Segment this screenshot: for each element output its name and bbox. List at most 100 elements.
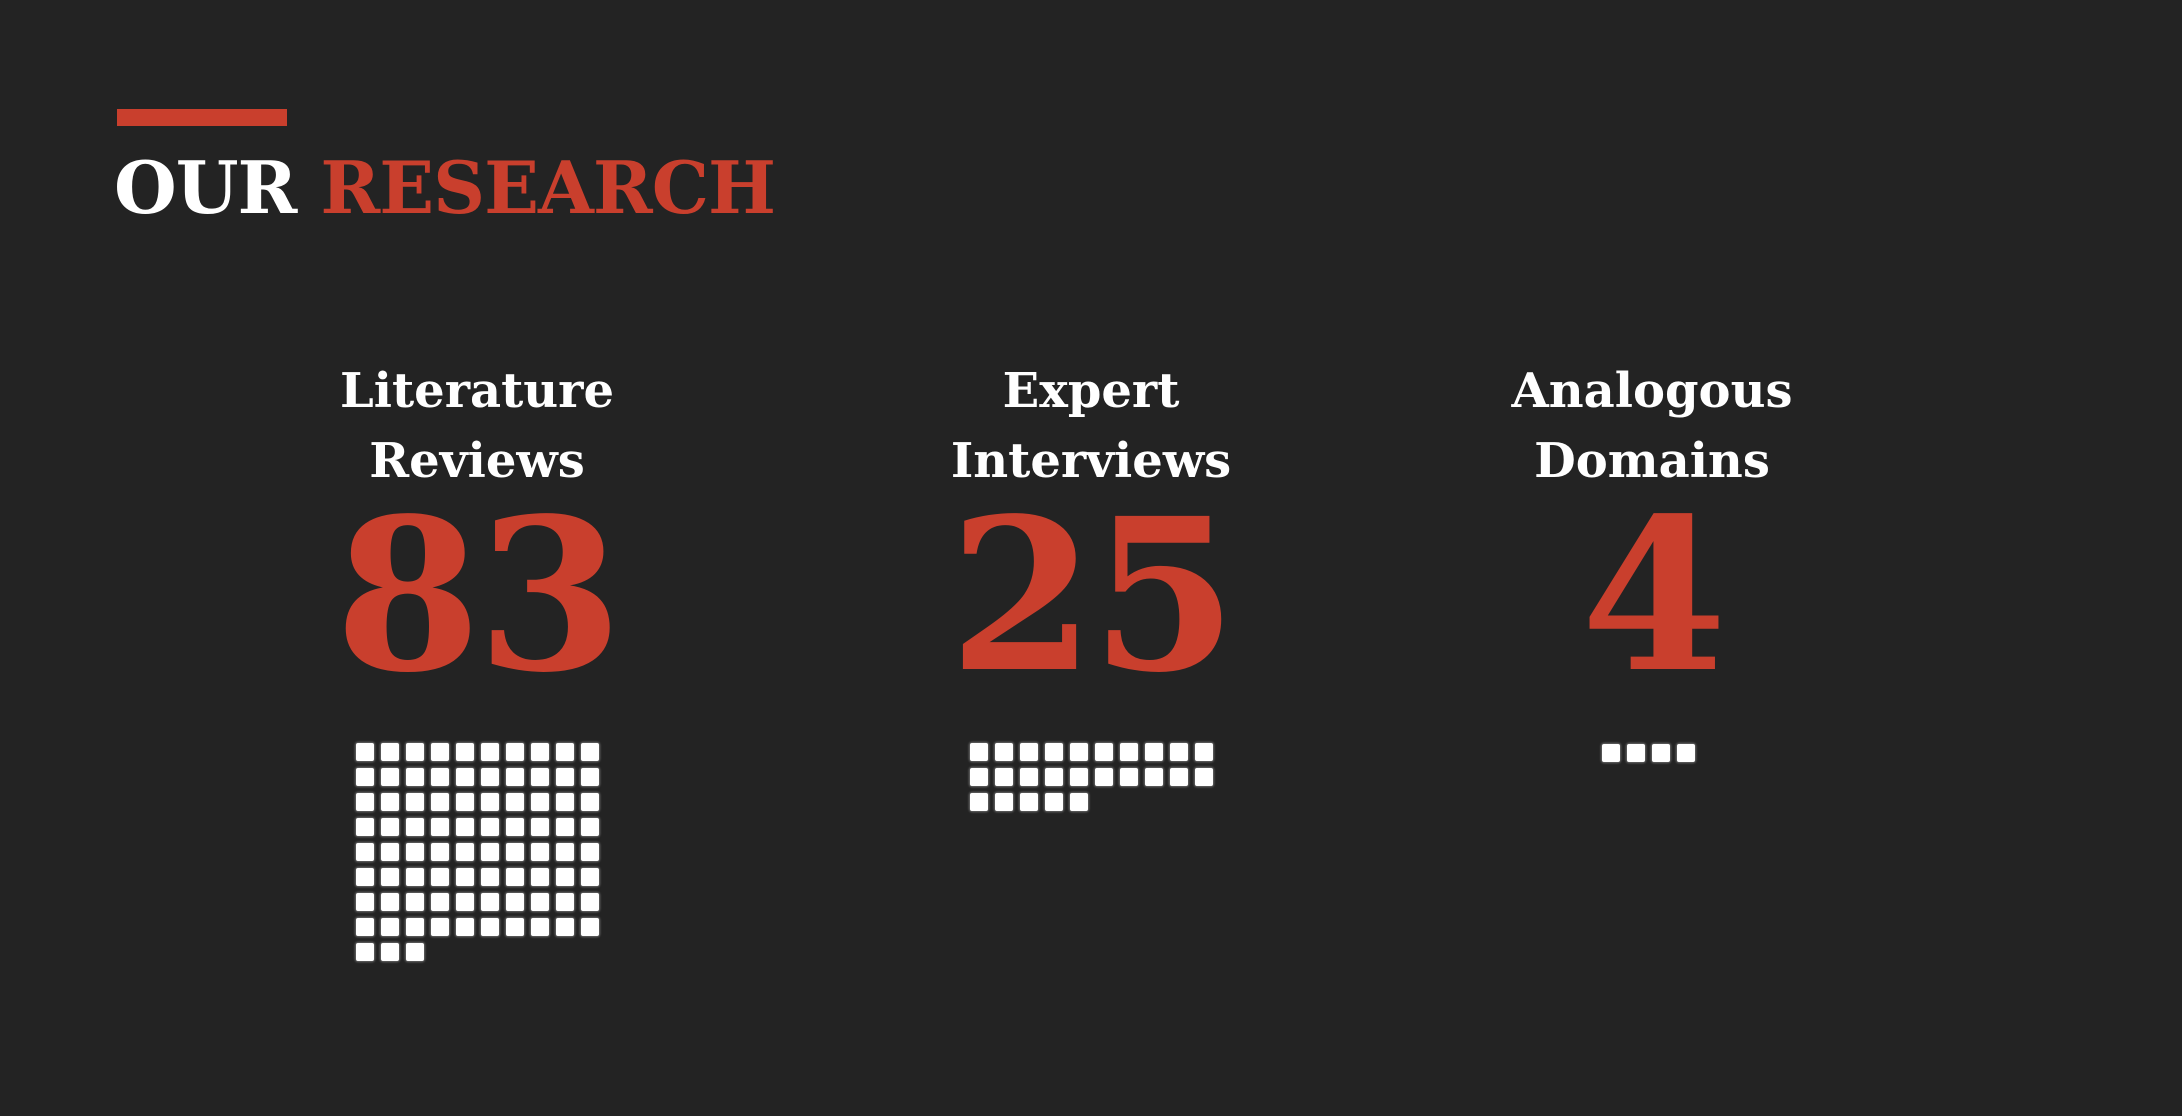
- stat-label-line-1: Expert: [1002, 363, 1180, 419]
- unit-square: [355, 843, 374, 861]
- unit-square: [405, 868, 424, 886]
- unit-square: [430, 918, 449, 936]
- unit-square: [530, 843, 549, 861]
- unit-square: [405, 768, 424, 786]
- unit-square: [405, 893, 424, 911]
- unit-square: [994, 743, 1013, 761]
- unit-square: [555, 893, 574, 911]
- unit-square: [505, 893, 524, 911]
- unit-square: [1144, 768, 1163, 786]
- unit-square: [530, 918, 549, 936]
- unit-square: [555, 768, 574, 786]
- page-title: OUR RESEARCH: [114, 140, 776, 236]
- unit-square: [505, 768, 524, 786]
- unit-square: [555, 843, 574, 861]
- unit-square: [1194, 768, 1213, 786]
- unit-square: [1019, 768, 1038, 786]
- unit-square: [455, 918, 474, 936]
- unit-square: [405, 943, 424, 961]
- unit-square: [1677, 744, 1695, 762]
- unit-grid: [1602, 744, 1702, 762]
- unit-square: [555, 868, 574, 886]
- stat-value: 25: [948, 472, 1237, 719]
- unit-square: [1144, 743, 1163, 761]
- unit-square: [580, 868, 599, 886]
- unit-square: [530, 768, 549, 786]
- unit-square: [455, 843, 474, 861]
- unit-square: [455, 793, 474, 811]
- unit-square: [580, 918, 599, 936]
- unit-square: [1044, 743, 1063, 761]
- unit-square: [430, 843, 449, 861]
- unit-square: [530, 868, 549, 886]
- unit-square: [505, 818, 524, 836]
- unit-square: [380, 743, 399, 761]
- unit-square: [430, 818, 449, 836]
- unit-square: [405, 818, 424, 836]
- unit-square: [430, 743, 449, 761]
- unit-square: [355, 868, 374, 886]
- unit-square: [555, 918, 574, 936]
- unit-square: [555, 818, 574, 836]
- unit-square: [355, 918, 374, 936]
- stat-label-line-1: Literature: [340, 363, 614, 419]
- unit-square: [1069, 743, 1088, 761]
- unit-square: [355, 893, 374, 911]
- unit-square: [430, 868, 449, 886]
- unit-square: [355, 768, 374, 786]
- unit-square: [1169, 743, 1188, 761]
- title-accent-bar: [117, 109, 287, 126]
- unit-square: [530, 818, 549, 836]
- unit-square: [1094, 768, 1113, 786]
- stat-expert-interviews: Expert Interviews 25: [871, 356, 1311, 811]
- unit-square: [380, 768, 399, 786]
- unit-square: [969, 793, 988, 811]
- unit-square: [380, 918, 399, 936]
- unit-square: [480, 868, 499, 886]
- stat-value: 83: [334, 472, 623, 719]
- unit-square: [455, 893, 474, 911]
- unit-square: [480, 768, 499, 786]
- unit-square: [380, 893, 399, 911]
- stat-literature-reviews: Literature Reviews 83: [257, 356, 697, 961]
- unit-square: [505, 843, 524, 861]
- unit-square: [530, 743, 549, 761]
- stat-label-line-2: Interviews: [950, 433, 1232, 489]
- unit-square: [555, 793, 574, 811]
- unit-square: [405, 918, 424, 936]
- unit-square: [969, 768, 988, 786]
- unit-square: [530, 893, 549, 911]
- unit-square: [530, 793, 549, 811]
- unit-square: [380, 793, 399, 811]
- unit-square: [480, 918, 499, 936]
- unit-square: [380, 943, 399, 961]
- unit-square: [405, 793, 424, 811]
- stat-label-line-2: Domains: [1534, 433, 1770, 489]
- unit-square: [1044, 768, 1063, 786]
- unit-grid: [355, 743, 599, 961]
- unit-square: [355, 793, 374, 811]
- unit-square: [480, 793, 499, 811]
- page-title-accent-part: RESEARCH: [320, 145, 776, 230]
- unit-square: [380, 843, 399, 861]
- unit-square: [480, 743, 499, 761]
- unit-square: [1069, 768, 1088, 786]
- stat-label-line-2: Reviews: [369, 433, 585, 489]
- unit-square: [1119, 768, 1138, 786]
- unit-square: [505, 793, 524, 811]
- unit-square: [480, 818, 499, 836]
- unit-square: [580, 843, 599, 861]
- unit-square: [380, 818, 399, 836]
- unit-square: [505, 918, 524, 936]
- unit-square: [455, 768, 474, 786]
- unit-square: [1627, 744, 1645, 762]
- unit-square: [1044, 793, 1063, 811]
- unit-square: [580, 893, 599, 911]
- unit-square: [1169, 768, 1188, 786]
- unit-square: [430, 893, 449, 911]
- unit-square: [1019, 793, 1038, 811]
- unit-square: [405, 743, 424, 761]
- unit-square: [355, 743, 374, 761]
- unit-square: [1094, 743, 1113, 761]
- unit-square: [1652, 744, 1670, 762]
